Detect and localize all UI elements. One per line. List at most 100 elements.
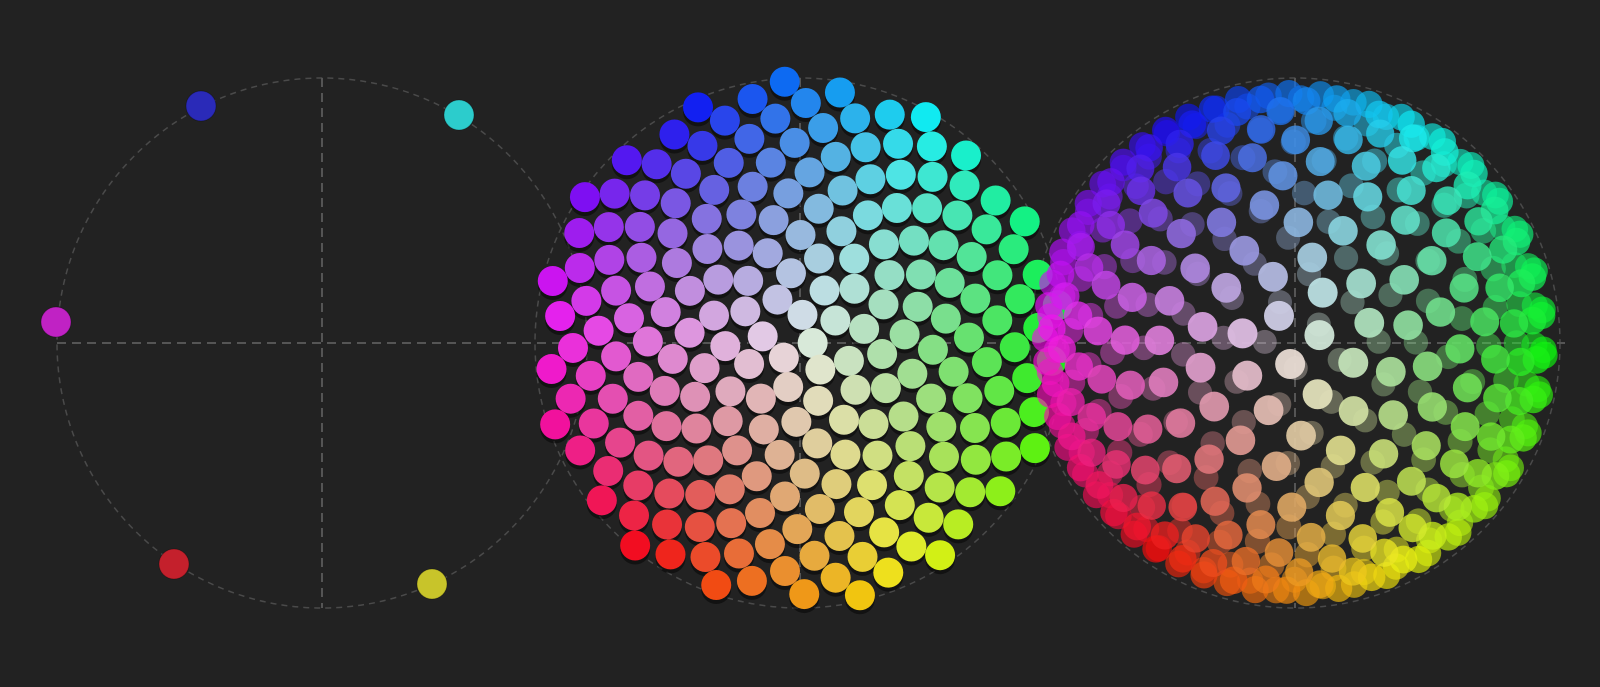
- color-dot: [1425, 297, 1456, 327]
- color-dot: [1268, 161, 1298, 191]
- color-dot: [1102, 450, 1131, 479]
- color-dot: [1489, 235, 1518, 264]
- color-dot: [745, 497, 776, 528]
- color-dot: [747, 321, 778, 352]
- color-dot: [730, 296, 761, 327]
- color-dot: [1507, 269, 1536, 298]
- color-dot: [692, 234, 723, 265]
- color-dot: [1115, 370, 1145, 400]
- color-dot: [1074, 253, 1104, 282]
- color-dot: [565, 435, 596, 466]
- color-dot: [1136, 245, 1166, 276]
- color-dot: [1389, 265, 1420, 295]
- color-dot: [1173, 178, 1203, 208]
- color-dot: [805, 354, 836, 385]
- anchor-dot: [443, 99, 475, 131]
- color-dot: [623, 361, 654, 392]
- color-dot: [1296, 522, 1326, 552]
- color-dot: [1450, 412, 1480, 442]
- color-dot: [1148, 367, 1179, 398]
- color-dot: [930, 303, 961, 334]
- color-dot: [1368, 439, 1399, 469]
- color-dot: [971, 214, 1002, 245]
- color-dot: [797, 328, 828, 358]
- color-dot: [1505, 387, 1534, 416]
- color-dot: [883, 128, 914, 159]
- color-dot: [960, 283, 991, 314]
- color-dot: [660, 188, 691, 219]
- color-dot: [1387, 146, 1417, 175]
- color-dot: [537, 266, 568, 297]
- color-dot: [1077, 438, 1106, 467]
- color-dot: [980, 185, 1011, 216]
- color-dot: [650, 297, 681, 328]
- color-dot: [713, 147, 744, 178]
- color-dot: [1440, 449, 1469, 479]
- color-dot: [601, 275, 632, 306]
- color-dot: [752, 238, 783, 269]
- color-dot: [888, 401, 919, 432]
- color-dot: [1305, 147, 1335, 177]
- color-dot: [1338, 347, 1369, 378]
- color-dot: [755, 147, 786, 178]
- color-dot: [1481, 344, 1510, 374]
- color-dot: [858, 409, 889, 440]
- color-dot: [733, 265, 764, 296]
- color-dot: [1187, 311, 1218, 342]
- color-dot: [862, 440, 893, 471]
- color-dot: [1462, 242, 1492, 272]
- color-dot: [833, 345, 864, 376]
- color-dot: [999, 332, 1030, 363]
- color-dot: [654, 478, 685, 509]
- color-dot: [799, 540, 830, 571]
- color-dot: [1133, 414, 1163, 444]
- color-dot: [569, 182, 600, 213]
- color-dot: [785, 220, 816, 251]
- color-dot: [652, 509, 683, 540]
- color-dot: [651, 411, 682, 442]
- color-dot: [684, 512, 715, 543]
- color-dot: [1063, 301, 1093, 330]
- color-dot: [1286, 420, 1316, 451]
- color-dot: [623, 400, 654, 431]
- color-dot: [847, 541, 878, 572]
- color-dot: [884, 490, 915, 521]
- color-dot: [1353, 182, 1383, 212]
- color-dot: [769, 66, 800, 97]
- color-dot: [1281, 125, 1311, 155]
- color-dot: [564, 252, 595, 283]
- color-dot: [1064, 352, 1093, 381]
- anchor-dot: [185, 90, 217, 122]
- color-dot: [1066, 211, 1095, 239]
- color-dot: [712, 406, 743, 437]
- color-dot: [934, 267, 965, 298]
- color-dot: [1144, 325, 1175, 356]
- color-dot: [1453, 171, 1482, 200]
- color-dot: [1464, 207, 1493, 236]
- color-dot: [1483, 383, 1512, 413]
- color-dot: [674, 275, 705, 306]
- color-dot: [1253, 395, 1284, 426]
- color-dot: [634, 271, 665, 302]
- color-dot: [902, 291, 933, 322]
- color-dot: [685, 479, 716, 510]
- color-dot: [657, 343, 688, 374]
- color-dot: [773, 178, 804, 209]
- color-dot: [683, 92, 714, 123]
- color-dot: [1047, 334, 1076, 363]
- color-dot: [578, 408, 609, 439]
- color-dot: [687, 130, 718, 161]
- color-dot: [1266, 96, 1295, 126]
- color-dot: [762, 284, 793, 315]
- color-dot: [1194, 444, 1224, 474]
- color-dot: [868, 229, 899, 260]
- color-dot: [1237, 143, 1267, 173]
- color-dot: [827, 175, 858, 206]
- color-dot: [770, 481, 801, 512]
- color-dot: [942, 200, 973, 231]
- color-dot: [710, 331, 741, 362]
- color-dot: [820, 562, 851, 593]
- color-dot: [960, 444, 991, 475]
